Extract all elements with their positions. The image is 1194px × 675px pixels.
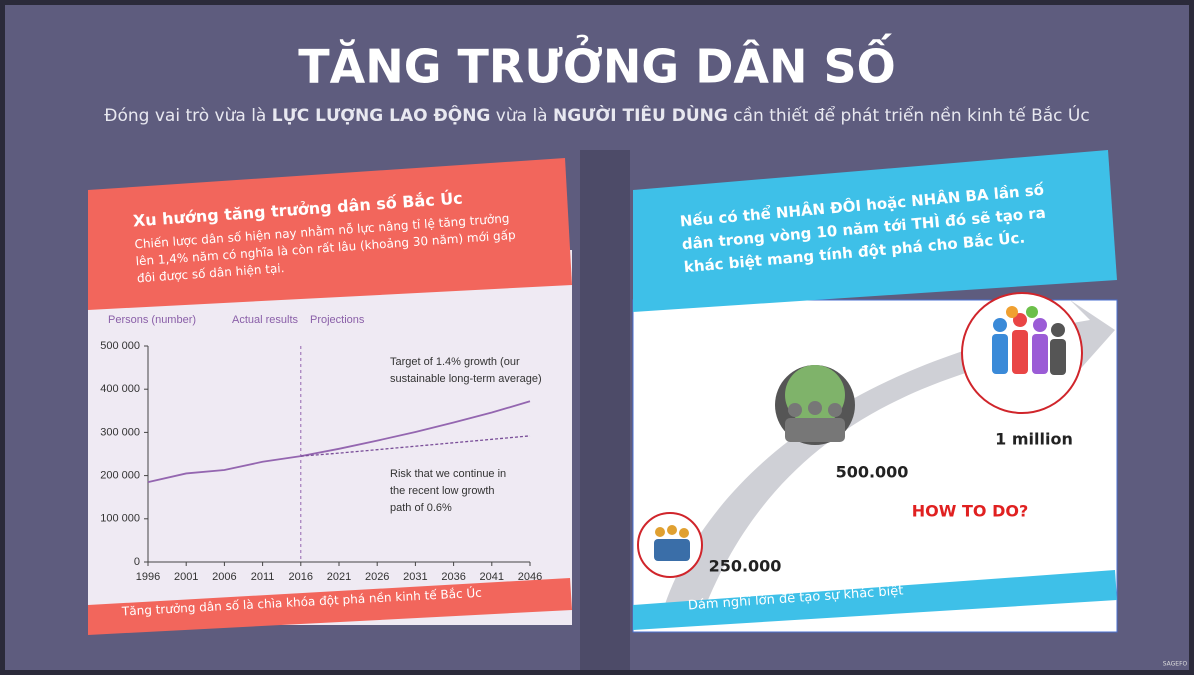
people-small	[654, 525, 690, 561]
label-250k: 250.000	[709, 557, 782, 576]
line-chart: Persons (number) Actual results Projection…	[100, 314, 542, 583]
y-tick-label: 500 000	[100, 340, 140, 352]
series-line	[300, 400, 531, 458]
subtitle-part: Đóng vai trò vừa là	[104, 106, 271, 126]
left-footer-ribbon	[88, 578, 572, 635]
title: TĂNG TRƯỞNG DÂN SỐ	[298, 34, 895, 94]
legend-projections: Projections	[310, 314, 365, 326]
legend-actual: Actual results	[232, 314, 299, 326]
subtitle-bold: NGƯỜI TIÊU DÙNG	[553, 104, 728, 126]
x-tick-label: 2031	[403, 571, 427, 583]
x-tick-label: 2036	[441, 571, 465, 583]
x-tick-label: 2001	[174, 571, 198, 583]
annotation: Risk that we continue in	[390, 468, 506, 480]
annotation: path of 0.6%	[390, 502, 452, 514]
x-tick-label: 2021	[327, 571, 351, 583]
people-world	[785, 401, 845, 442]
subtitle: Đóng vai trò vừa là LỰC LƯỢNG LAO ĐỘNG v…	[104, 104, 1089, 126]
annotation: the recent low growth	[390, 485, 495, 497]
y-tick-label: 100 000	[100, 513, 140, 525]
x-tick-label: 2011	[251, 571, 275, 583]
subtitle-part: vừa là	[490, 106, 553, 126]
x-tick-label: 2041	[480, 571, 504, 583]
series-line	[300, 435, 531, 457]
x-tick-label: 1996	[136, 571, 160, 583]
annotation: sustainable long-term average)	[390, 373, 542, 385]
y-tick-label: 300 000	[100, 426, 140, 438]
x-tick-label: 2006	[212, 571, 236, 583]
people-large	[992, 306, 1066, 375]
annotation: Target of 1.4% growth (our	[390, 356, 520, 368]
watermark: SAGEFO	[1163, 661, 1188, 668]
x-tick-label: 2046	[518, 571, 542, 583]
label-1m: 1 million	[995, 430, 1073, 449]
left-ribbon	[88, 158, 572, 310]
y-tick-label: 0	[134, 556, 140, 568]
subtitle-part: cần thiết để phát triển nền kinh tế Bắc …	[728, 104, 1090, 126]
y-tick-label: 400 000	[100, 383, 140, 395]
x-tick-label: 2026	[365, 571, 389, 583]
question: HOW TO DO?	[912, 502, 1028, 521]
y-axis-label: Persons (number)	[108, 314, 196, 326]
x-tick-label: 2016	[289, 571, 313, 583]
right-ribbon	[633, 150, 1117, 312]
right-footer-ribbon	[633, 570, 1117, 630]
y-tick-label: 200 000	[100, 470, 140, 482]
subtitle-bold: LỰC LƯỢNG LAO ĐỘNG	[272, 104, 491, 126]
label-500k: 500.000	[836, 463, 909, 482]
sign-post	[580, 150, 630, 670]
series-line	[147, 455, 301, 483]
